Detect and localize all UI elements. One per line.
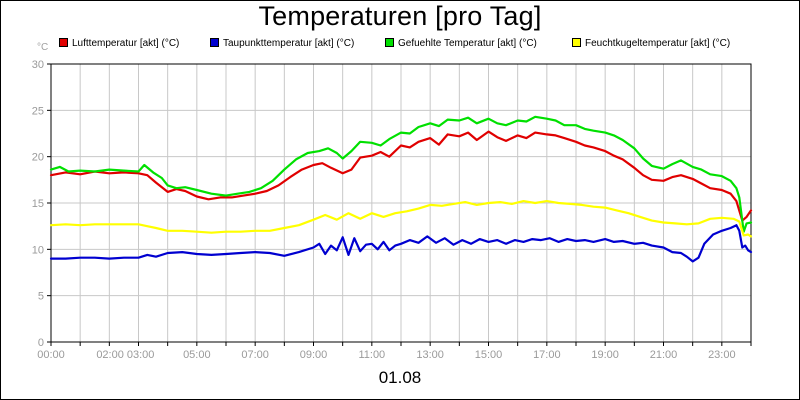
y-tick-label: 5 (38, 291, 44, 303)
legend-swatch-taupunkttemperatur (210, 38, 219, 47)
legend-swatch-feuchtkugeltemperatur (572, 38, 581, 47)
x-tick-label: 15:00 (475, 349, 503, 361)
chart-title: Temperaturen [pro Tag] (258, 1, 542, 31)
x-tick-label: 09:00 (300, 349, 328, 361)
legend: Lufttemperatur [akt] (°C) Taupunkttemper… (0, 38, 800, 52)
y-tick-label: 15 (32, 198, 44, 210)
legend-label-feuchtkugeltemperatur: Feuchtkugeltemperatur [akt] (°C) (585, 38, 731, 49)
x-axis-date-label: 01.08 (378, 368, 422, 387)
y-tick-label: 25 (32, 105, 44, 117)
legend-item-taupunkttemperatur: Taupunkttemperatur [akt] (°C) (210, 38, 354, 49)
x-tick-label: 05:00 (183, 349, 211, 361)
x-tick-label: 13:00 (416, 349, 444, 361)
legend-label-lufttemperatur: Lufttemperatur [akt] (°C) (72, 38, 180, 49)
x-tick-label: 02:00 03:00 (96, 349, 154, 361)
legend-item-gefuehlte-temperatur: Gefuehlte Temperatur [akt] (°C) (385, 38, 537, 49)
legend-label-taupunkttemperatur: Taupunkttemperatur [akt] (°C) (223, 38, 355, 49)
series-line-taupunkttemperatur (49, 224, 753, 263)
legend-item-feuchtkugeltemperatur: Feuchtkugeltemperatur [akt] (°C) (572, 38, 730, 49)
y-axis-unit-label: °C (37, 42, 49, 53)
y-tick-label: 20 (32, 152, 44, 164)
x-tick-label: 23:00 (708, 349, 736, 361)
x-tick-label: 00:00 (37, 349, 65, 361)
series-line-gefuehlte-temperatur (49, 115, 753, 233)
y-tick-label: 0 (38, 337, 44, 349)
x-tick-label: 17:00 (533, 349, 561, 361)
legend-swatch-lufttemperatur (59, 38, 68, 47)
legend-label-gefuehlte-temperatur: Gefuehlte Temperatur [akt] (°C) (398, 38, 537, 49)
series-line-lufttemperatur (49, 130, 753, 222)
x-tick-label: 21:00 (650, 349, 678, 361)
x-tick-label: 19:00 (591, 349, 619, 361)
x-tick-label: 07:00 (241, 349, 269, 361)
y-tick-label: 10 (32, 244, 44, 256)
legend-swatch-gefuehlte-temperatur (385, 38, 394, 47)
x-tick-label: 11:00 (358, 349, 385, 361)
series-line-feuchtkugeltemperatur (49, 200, 753, 238)
y-tick-label: 30 (32, 59, 44, 71)
legend-item-lufttemperatur: Lufttemperatur [akt] (°C) (59, 38, 179, 49)
